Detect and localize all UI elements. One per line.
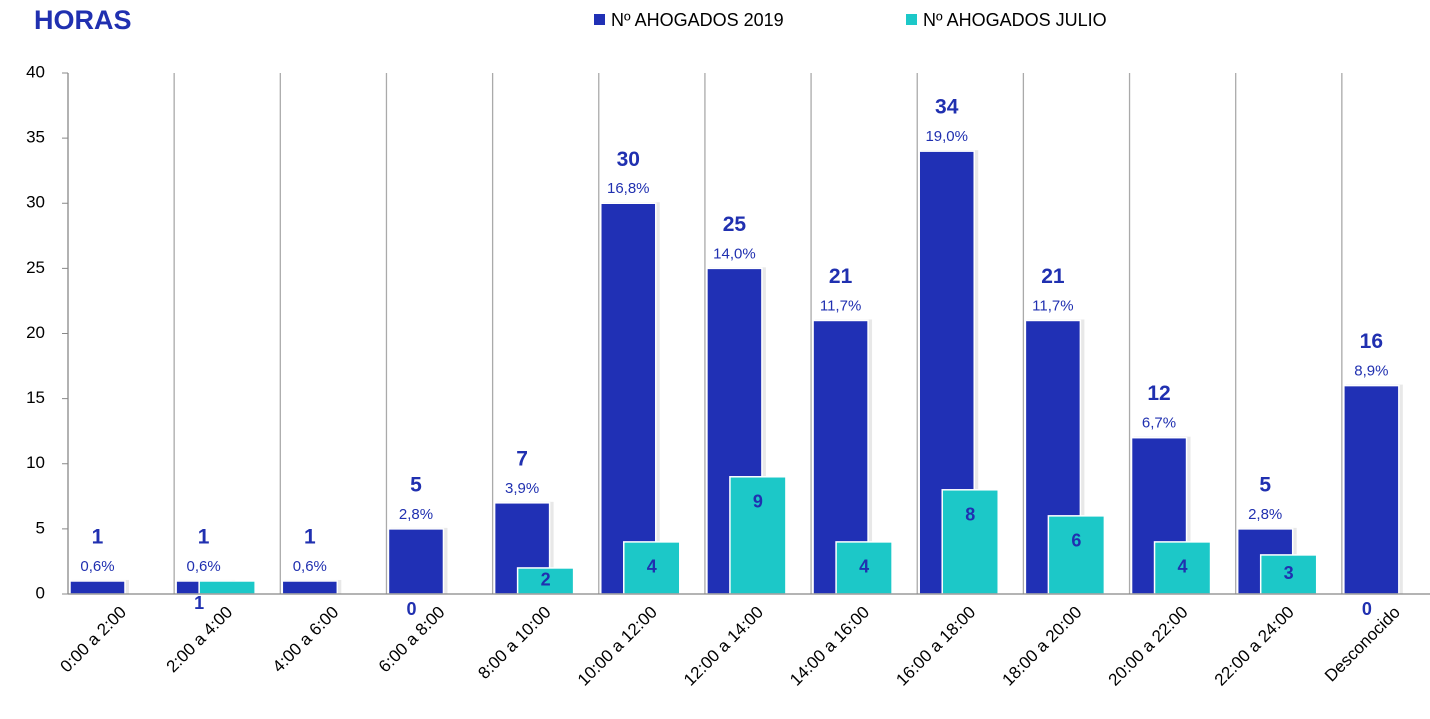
x-tick-label: 2:00 a 4:00 <box>163 603 237 677</box>
bar <box>1343 384 1400 595</box>
x-tick-label: 22:00 a 24:00 <box>1211 603 1298 690</box>
bar <box>1259 554 1318 595</box>
bar <box>623 541 681 595</box>
percent-label: 16,8% <box>607 180 650 197</box>
y-tick-label: 15 <box>26 388 45 407</box>
x-tick-label: 12:00 a 14:00 <box>680 603 767 690</box>
value-label: 0 <box>406 599 416 619</box>
chart-title: HORAS <box>34 5 132 35</box>
x-tick-label: 0:00 a 2:00 <box>56 603 130 677</box>
x-tick-label: 20:00 a 22:00 <box>1105 603 1192 690</box>
bar <box>281 580 339 595</box>
value-label: 1 <box>304 526 316 549</box>
value-label: 5 <box>410 473 422 496</box>
value-label: 8 <box>965 505 975 525</box>
y-tick-label: 10 <box>26 453 45 472</box>
value-label: 3 <box>1284 563 1294 583</box>
value-label: 6 <box>1071 531 1081 551</box>
value-label: 16 <box>1360 330 1383 353</box>
bar <box>941 489 999 595</box>
percent-label: 8,9% <box>1354 363 1388 380</box>
value-label: 4 <box>1178 557 1188 577</box>
legend-swatch <box>594 14 605 25</box>
percent-label: 19,0% <box>925 128 968 145</box>
bar <box>600 202 657 595</box>
legend-label: Nº AHOGADOS 2019 <box>611 10 784 30</box>
y-tick-label: 35 <box>26 128 45 147</box>
percent-label: 3,9% <box>505 480 539 497</box>
bar <box>729 476 787 595</box>
bar <box>69 580 126 595</box>
value-label: 4 <box>647 557 657 577</box>
legend-swatch <box>906 14 917 25</box>
x-tick-label: 10:00 a 12:00 <box>574 603 661 690</box>
bar <box>198 580 256 595</box>
percent-label: 6,7% <box>1142 415 1176 432</box>
value-label: 0 <box>1362 599 1372 619</box>
value-label: 1 <box>198 526 210 549</box>
value-label: 7 <box>516 447 528 470</box>
x-tick-label: 18:00 a 20:00 <box>998 603 1085 690</box>
value-label: 1 <box>194 593 204 613</box>
percent-label: 14,0% <box>713 245 756 262</box>
x-tick-label: 8:00 a 10:00 <box>474 603 554 683</box>
percent-label: 11,7% <box>1032 297 1073 314</box>
percent-label: 2,8% <box>399 506 433 523</box>
y-tick-label: 25 <box>26 258 45 277</box>
bar <box>387 528 445 595</box>
legend-label: Nº AHOGADOS JULIO <box>923 10 1107 30</box>
percent-label: 0,6% <box>80 558 114 575</box>
y-tick-label: 0 <box>36 583 45 602</box>
percent-label: 11,7% <box>820 297 861 314</box>
value-label: 30 <box>617 148 640 171</box>
x-tick-label: 16:00 a 18:00 <box>892 603 979 690</box>
y-tick-label: 40 <box>26 62 45 81</box>
y-tick-label: 30 <box>26 193 45 212</box>
x-tick-label: 4:00 a 6:00 <box>269 603 343 677</box>
value-label: 1 <box>92 526 104 549</box>
value-label: 5 <box>1259 473 1271 496</box>
y-tick-label: 5 <box>36 518 45 537</box>
bar <box>516 567 575 595</box>
value-label: 34 <box>935 96 959 119</box>
value-label: 12 <box>1147 382 1170 405</box>
value-label: 25 <box>723 213 747 236</box>
x-tick-label: 14:00 a 16:00 <box>786 603 873 690</box>
value-label: 21 <box>829 265 853 288</box>
value-label: 21 <box>1041 265 1065 288</box>
percent-label: 0,6% <box>293 558 327 575</box>
value-label: 9 <box>753 492 763 512</box>
bar <box>1047 515 1106 595</box>
percent-label: 2,8% <box>1248 506 1282 523</box>
value-label: 4 <box>859 557 869 577</box>
value-label: 2 <box>541 570 551 590</box>
bar <box>835 541 893 595</box>
percent-label: 0,6% <box>187 558 221 575</box>
y-tick-label: 20 <box>26 323 45 342</box>
